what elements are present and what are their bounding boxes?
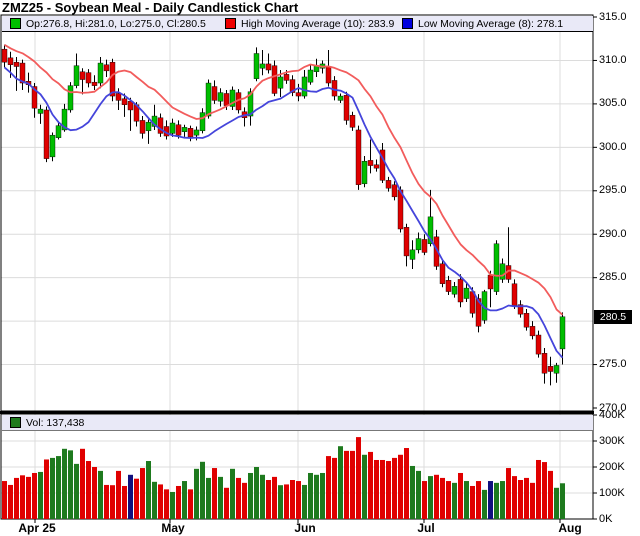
price-axis-tick-label: 275.0 bbox=[599, 358, 627, 371]
price-legend-bar: Op:276.8, Hi:281.0, Lo:275.0, Cl:280.5 H… bbox=[2, 16, 593, 32]
chart-title: ZMZ25 - Soybean Meal - Daily Candlestick… bbox=[2, 0, 299, 15]
volume-swatch-icon bbox=[10, 417, 21, 428]
high-ma-legend-item: High Moving Average (10): 283.9 bbox=[225, 17, 394, 30]
x-axis-month-label: Apr 25 bbox=[18, 521, 56, 535]
price-axis-tick-label: 310.0 bbox=[599, 53, 627, 66]
price-axis-tick-label: 285.0 bbox=[599, 271, 627, 284]
high-ma-swatch-icon bbox=[225, 18, 236, 29]
x-axis-month-label: Jun bbox=[294, 521, 316, 535]
volume-value-label: Vol: 137,438 bbox=[26, 416, 85, 429]
low-ma-swatch-icon bbox=[402, 18, 413, 29]
ohlc-legend-item: Op:276.8, Hi:281.0, Lo:275.0, Cl:280.5 bbox=[10, 17, 206, 30]
ohlc-values-label: Op:276.8, Hi:281.0, Lo:275.0, Cl:280.5 bbox=[26, 17, 206, 30]
volume-legend-item: Vol: 137,438 bbox=[10, 416, 84, 429]
price-axis-tick-label: 290.0 bbox=[599, 227, 627, 240]
high-ma-label: High Moving Average (10): 283.9 bbox=[241, 17, 395, 30]
x-axis-month-label: May bbox=[161, 521, 185, 535]
volume-axis-tick-label: 100K bbox=[599, 486, 625, 499]
low-ma-legend-item: Low Moving Average (8): 278.1 bbox=[402, 17, 563, 30]
x-axis-month-label: Jul bbox=[417, 521, 435, 535]
price-axis-tick-label: 295.0 bbox=[599, 184, 627, 197]
low-ma-label: Low Moving Average (8): 278.1 bbox=[418, 17, 564, 30]
price-axis-tick-label: 270.0 bbox=[599, 401, 627, 414]
volume-axis-tick-label: 200K bbox=[599, 460, 625, 473]
ohlc-swatch-icon bbox=[10, 18, 21, 29]
price-axis-tick-label: 300.0 bbox=[599, 140, 627, 153]
volume-axis-tick-label: 0K bbox=[599, 512, 613, 525]
price-axis-tick-label: 315.0 bbox=[599, 10, 627, 23]
x-axis-month-label: Aug bbox=[558, 521, 582, 535]
volume-axis-tick-label: 400K bbox=[599, 408, 625, 421]
last-price-tag: 280.5 bbox=[594, 310, 632, 324]
volume-legend-bar: Vol: 137,438 bbox=[2, 415, 593, 431]
volume-axis-tick-label: 300K bbox=[599, 434, 625, 447]
price-axis-tick-label: 305.0 bbox=[599, 97, 627, 110]
